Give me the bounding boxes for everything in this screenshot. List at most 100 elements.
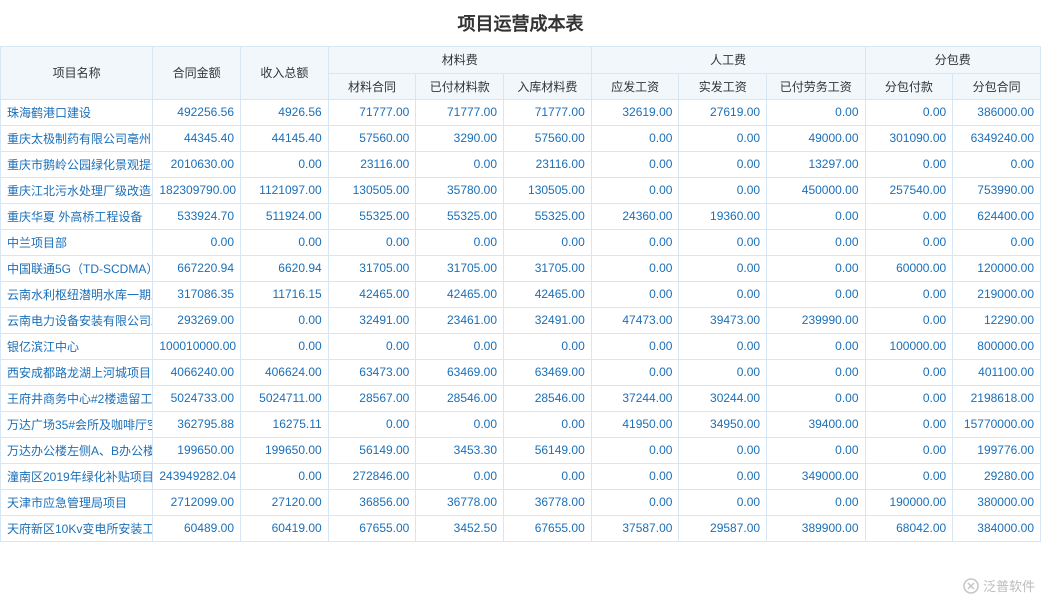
- table-row[interactable]: 万达广场35#会所及咖啡厅空调安362795.8816275.110.000.0…: [1, 411, 1041, 437]
- cell-value: 0.00: [591, 281, 679, 307]
- cell-value: 0.00: [241, 333, 329, 359]
- col-project-name[interactable]: 项目名称: [1, 47, 153, 99]
- cell-value: 32491.00: [504, 307, 592, 333]
- table-row[interactable]: 云南电力设备安装有限公司2019293269.000.0032491.00234…: [1, 307, 1041, 333]
- cell-value: 2010630.00: [153, 151, 241, 177]
- cell-value: 199650.00: [153, 437, 241, 463]
- cell-value: 23461.00: [416, 307, 504, 333]
- col-salary-paid[interactable]: 实发工资: [679, 73, 767, 99]
- cell-project-name[interactable]: 潼南区2019年绿化补贴项目-施工: [1, 463, 153, 489]
- cell-project-name[interactable]: 万达办公楼左侧A、B办公楼改造: [1, 437, 153, 463]
- cell-project-name[interactable]: 重庆江北污水处理厂级改造工程: [1, 177, 153, 203]
- table-row[interactable]: 重庆太极制药有限公司亳州中药44345.4044145.4057560.0032…: [1, 125, 1041, 151]
- cell-value: 41950.00: [591, 411, 679, 437]
- cell-project-name[interactable]: 西安成都路龙湖上河城项目: [1, 359, 153, 385]
- cell-value: 0.00: [865, 463, 953, 489]
- cell-value: 0.00: [767, 385, 865, 411]
- cell-value: 0.00: [591, 177, 679, 203]
- table-row[interactable]: 西安成都路龙湖上河城项目4066240.00406624.0063473.006…: [1, 359, 1041, 385]
- cell-project-name[interactable]: 中兰项目部: [1, 229, 153, 255]
- cell-value: 450000.00: [767, 177, 865, 203]
- cell-value: 31705.00: [328, 255, 416, 281]
- cell-value: 0.00: [504, 229, 592, 255]
- table-row[interactable]: 万达办公楼左侧A、B办公楼改造199650.00199650.0056149.0…: [1, 437, 1041, 463]
- cell-value: 0.00: [953, 229, 1041, 255]
- cell-project-name[interactable]: 银亿滨江中心: [1, 333, 153, 359]
- table-row[interactable]: 天府新区10Kv变电所安装工程60489.0060419.0067655.003…: [1, 515, 1041, 541]
- cell-value: 0.00: [591, 489, 679, 515]
- cell-project-name[interactable]: 云南电力设备安装有限公司2019: [1, 307, 153, 333]
- cell-value: 36856.00: [328, 489, 416, 515]
- colgroup-subcontract: 分包费: [865, 47, 1041, 73]
- table-row[interactable]: 重庆江北污水处理厂级改造工程182309790.001121097.001305…: [1, 177, 1041, 203]
- cell-value: 0.00: [865, 229, 953, 255]
- cell-project-name[interactable]: 王府井商务中心#2楼遗留工程: [1, 385, 153, 411]
- cell-value: 0.00: [679, 125, 767, 151]
- cell-value: 0.00: [153, 229, 241, 255]
- table-row[interactable]: 王府井商务中心#2楼遗留工程5024733.005024711.0028567.…: [1, 385, 1041, 411]
- cell-value: 12290.00: [953, 307, 1041, 333]
- cell-value: 44145.40: [241, 125, 329, 151]
- cell-value: 0.00: [591, 229, 679, 255]
- cell-value: 100000.00: [865, 333, 953, 359]
- col-salary-due[interactable]: 应发工资: [591, 73, 679, 99]
- cell-value: 49000.00: [767, 125, 865, 151]
- cell-value: 0.00: [679, 229, 767, 255]
- table-row[interactable]: 天津市应急管理局项目2712099.0027120.0036856.003677…: [1, 489, 1041, 515]
- col-contract-amount[interactable]: 合同金额: [153, 47, 241, 99]
- col-sub-paid[interactable]: 分包付款: [865, 73, 953, 99]
- cell-value: 24360.00: [591, 203, 679, 229]
- col-sub-contract[interactable]: 分包合同: [953, 73, 1041, 99]
- table-row[interactable]: 中国联通5G（TD-SCDMA）网络667220.946620.9431705.…: [1, 255, 1041, 281]
- cell-project-name[interactable]: 天津市应急管理局项目: [1, 489, 153, 515]
- cell-value: 6349240.00: [953, 125, 1041, 151]
- cell-value: 0.00: [504, 463, 592, 489]
- cell-value: 60489.00: [153, 515, 241, 541]
- cell-value: 0.00: [591, 463, 679, 489]
- cell-value: 34950.00: [679, 411, 767, 437]
- cell-value: 2712099.00: [153, 489, 241, 515]
- cell-value: 0.00: [953, 151, 1041, 177]
- cell-value: 44345.40: [153, 125, 241, 151]
- col-labor-paid[interactable]: 已付劳务工资: [767, 73, 865, 99]
- cell-value: 1121097.00: [241, 177, 329, 203]
- cell-value: 4066240.00: [153, 359, 241, 385]
- cell-project-name[interactable]: 重庆华夏 外高桥工程设备: [1, 203, 153, 229]
- cell-value: 55325.00: [328, 203, 416, 229]
- cell-project-name[interactable]: 万达广场35#会所及咖啡厅空调安: [1, 411, 153, 437]
- cell-project-name[interactable]: 天府新区10Kv变电所安装工程: [1, 515, 153, 541]
- cell-value: 0.00: [591, 359, 679, 385]
- cell-value: 190000.00: [865, 489, 953, 515]
- cell-project-name[interactable]: 中国联通5G（TD-SCDMA）网络: [1, 255, 153, 281]
- table-row[interactable]: 中兰项目部0.000.000.000.000.000.000.000.000.0…: [1, 229, 1041, 255]
- cell-project-name[interactable]: 重庆太极制药有限公司亳州中药: [1, 125, 153, 151]
- col-material-stock[interactable]: 入库材料费: [504, 73, 592, 99]
- table-row[interactable]: 银亿滨江中心100010000.000.000.000.000.000.000.…: [1, 333, 1041, 359]
- cell-project-name[interactable]: 云南水利枢纽潜明水库一期工程: [1, 281, 153, 307]
- table-body: 珠海鹤港口建设492256.564926.5671777.0071777.007…: [1, 99, 1041, 541]
- cell-value: 3453.30: [416, 437, 504, 463]
- cell-value: 257540.00: [865, 177, 953, 203]
- col-income-total[interactable]: 收入总额: [241, 47, 329, 99]
- table-row[interactable]: 珠海鹤港口建设492256.564926.5671777.0071777.007…: [1, 99, 1041, 125]
- table-row[interactable]: 云南水利枢纽潜明水库一期工程317086.3511716.1542465.004…: [1, 281, 1041, 307]
- colgroup-material: 材料费: [328, 47, 591, 73]
- cell-value: 0.00: [767, 333, 865, 359]
- col-material-contract[interactable]: 材料合同: [328, 73, 416, 99]
- cell-project-name[interactable]: 珠海鹤港口建设: [1, 99, 153, 125]
- cell-value: 0.00: [591, 333, 679, 359]
- cell-value: 667220.94: [153, 255, 241, 281]
- cell-value: 0.00: [504, 333, 592, 359]
- cell-value: 71777.00: [328, 99, 416, 125]
- cell-value: 42465.00: [504, 281, 592, 307]
- cell-value: 37587.00: [591, 515, 679, 541]
- cell-value: 753990.00: [953, 177, 1041, 203]
- watermark-icon: [963, 578, 979, 594]
- cell-value: 60419.00: [241, 515, 329, 541]
- table-row[interactable]: 重庆市鹅岭公园绿化景观提升工2010630.000.0023116.000.00…: [1, 151, 1041, 177]
- table-row[interactable]: 重庆华夏 外高桥工程设备533924.70511924.0055325.0055…: [1, 203, 1041, 229]
- cell-project-name[interactable]: 重庆市鹅岭公园绿化景观提升工: [1, 151, 153, 177]
- table-row[interactable]: 潼南区2019年绿化补贴项目-施工243949282.040.00272846.…: [1, 463, 1041, 489]
- col-material-paid[interactable]: 已付材料款: [416, 73, 504, 99]
- cell-value: 39473.00: [679, 307, 767, 333]
